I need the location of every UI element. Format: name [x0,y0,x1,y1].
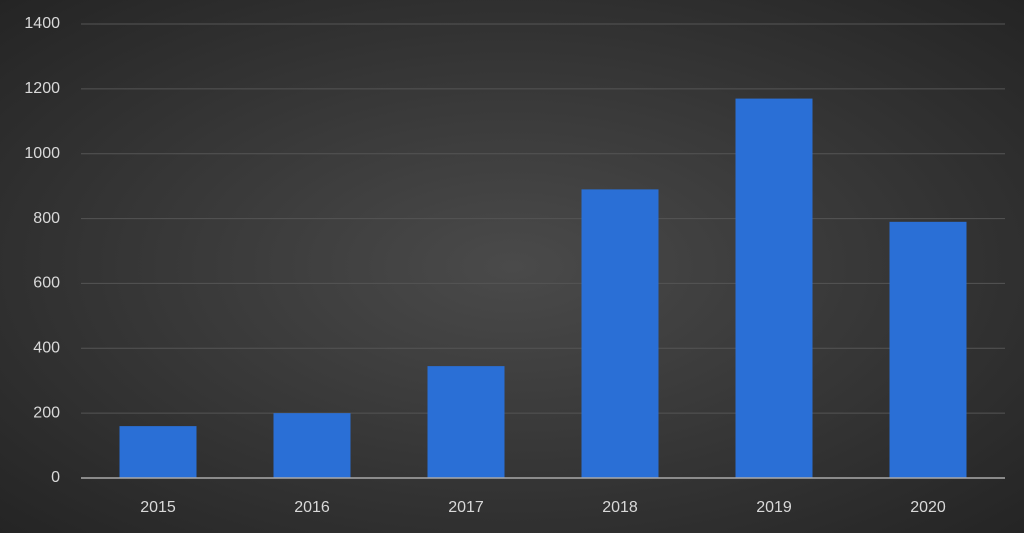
bar [427,366,505,478]
bar [889,221,967,479]
bar [581,189,659,478]
x-tick-label: 2018 [602,499,638,516]
y-tick-label: 800 [33,210,60,227]
x-tick-label: 2019 [756,499,792,516]
bar [735,98,813,478]
x-tick-label: 2017 [448,499,484,516]
y-tick-label: 600 [33,275,60,292]
x-tick-label: 2016 [294,499,330,516]
y-tick-label: 400 [33,340,60,357]
y-tick-label: 1200 [24,80,60,97]
bar [273,413,351,478]
x-tick-label: 2020 [910,499,946,516]
bar [119,426,197,478]
y-tick-label: 1400 [24,15,60,32]
y-tick-label: 200 [33,404,60,421]
x-tick-label: 2015 [140,499,176,516]
y-tick-label: 1000 [24,145,60,162]
y-tick-label: 0 [51,469,60,486]
